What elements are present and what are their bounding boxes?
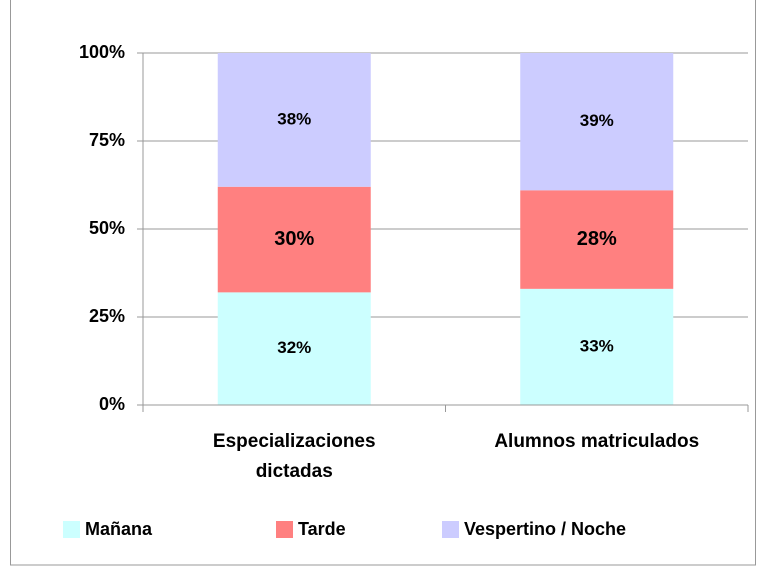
data-label: 33%	[580, 336, 614, 355]
bar-segment	[520, 53, 674, 191]
bar-segment	[217, 186, 371, 293]
bar-segment	[217, 53, 371, 187]
y-tick-label: 25%	[89, 306, 125, 326]
legend-label: Vespertino / Noche	[464, 519, 626, 539]
y-tick-label: 100%	[79, 42, 125, 62]
legend-swatch	[276, 521, 293, 538]
bar-segment	[217, 292, 371, 405]
data-label: 39%	[580, 111, 614, 130]
x-tick-label: Alumnos matriculados	[494, 431, 700, 452]
y-tick-label: 75%	[89, 130, 125, 150]
legend-swatch	[63, 521, 80, 538]
legend-label: Tarde	[298, 519, 346, 539]
x-tick-label: Especializaciones dictadas	[212, 431, 376, 482]
data-label: 30%	[274, 228, 314, 250]
bar-segment	[520, 190, 674, 289]
data-label: 28%	[577, 228, 617, 250]
y-tick-label: 0%	[99, 394, 125, 414]
legend-swatch	[442, 521, 459, 538]
data-label: 32%	[277, 338, 311, 357]
y-tick-label: 50%	[89, 218, 125, 238]
legend-label: Mañana	[85, 519, 153, 539]
bar-segment	[520, 288, 674, 405]
data-label: 38%	[277, 109, 311, 128]
